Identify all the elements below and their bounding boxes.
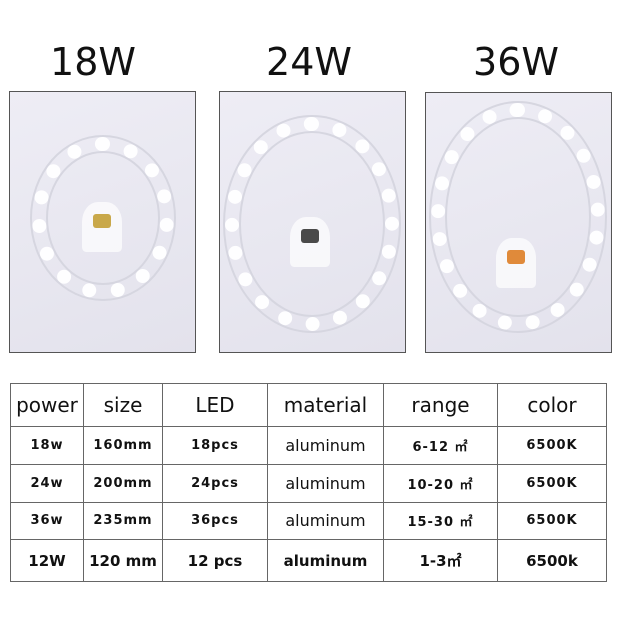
cell-power: 24w bbox=[10, 463, 84, 503]
product-title-36w: 36W bbox=[473, 40, 559, 84]
driver-chip bbox=[93, 214, 111, 228]
cell-material: aluminum bbox=[267, 501, 384, 541]
cell-material: aluminum bbox=[267, 463, 384, 503]
cell-color: 6500k bbox=[497, 539, 607, 582]
cell-material: aluminum bbox=[267, 539, 384, 582]
table-header-row: power size LED material range color bbox=[10, 383, 607, 427]
cell-color: 6500K bbox=[497, 463, 607, 503]
cell-led: 12 pcs bbox=[162, 539, 268, 582]
cell-range: 1-3㎡ bbox=[383, 539, 498, 582]
cell-power: 18w bbox=[10, 426, 84, 465]
cell-range: 10-20 ㎡ bbox=[383, 463, 498, 503]
product-photo-18w bbox=[9, 91, 196, 353]
cell-size: 200mm bbox=[83, 463, 163, 503]
cell-color: 6500K bbox=[497, 426, 607, 465]
product-photo-24w bbox=[219, 91, 406, 353]
driver-chip bbox=[301, 229, 319, 243]
cell-color: 6500K bbox=[497, 501, 607, 541]
table-row: 36w 235mm 36pcs aluminum 15-30 ㎡ 6500K bbox=[10, 501, 607, 541]
cell-material: aluminum bbox=[267, 426, 384, 465]
table-row: 18w 160mm 18pcs aluminum 6-12 ㎡ 6500K bbox=[10, 426, 607, 465]
cell-range: 6-12 ㎡ bbox=[383, 426, 498, 465]
cell-power: 36w bbox=[10, 501, 84, 541]
cell-power: 12W bbox=[10, 539, 84, 582]
header-color: color bbox=[497, 383, 607, 427]
driver-chip bbox=[507, 250, 525, 264]
product-photo-36w bbox=[425, 92, 612, 353]
header-size: size bbox=[83, 383, 163, 427]
product-title-18w: 18W bbox=[50, 40, 136, 84]
cell-led: 36pcs bbox=[162, 501, 268, 541]
cell-range: 15-30 ㎡ bbox=[383, 501, 498, 541]
header-range: range bbox=[383, 383, 498, 427]
table-row: 24w 200mm 24pcs aluminum 10-20 ㎡ 6500K bbox=[10, 463, 607, 503]
spec-table: power size LED material range color 18w … bbox=[10, 383, 607, 582]
table-row: 12W 120 mm 12 pcs aluminum 1-3㎡ 6500k bbox=[10, 539, 607, 582]
cell-led: 18pcs bbox=[162, 426, 268, 465]
product-title-24w: 24W bbox=[266, 40, 352, 84]
cell-led: 24pcs bbox=[162, 463, 268, 503]
cell-size: 235mm bbox=[83, 501, 163, 541]
header-power: power bbox=[10, 383, 84, 427]
cell-size: 120 mm bbox=[83, 539, 163, 582]
header-material: material bbox=[267, 383, 384, 427]
header-led: LED bbox=[162, 383, 268, 427]
cell-size: 160mm bbox=[83, 426, 163, 465]
